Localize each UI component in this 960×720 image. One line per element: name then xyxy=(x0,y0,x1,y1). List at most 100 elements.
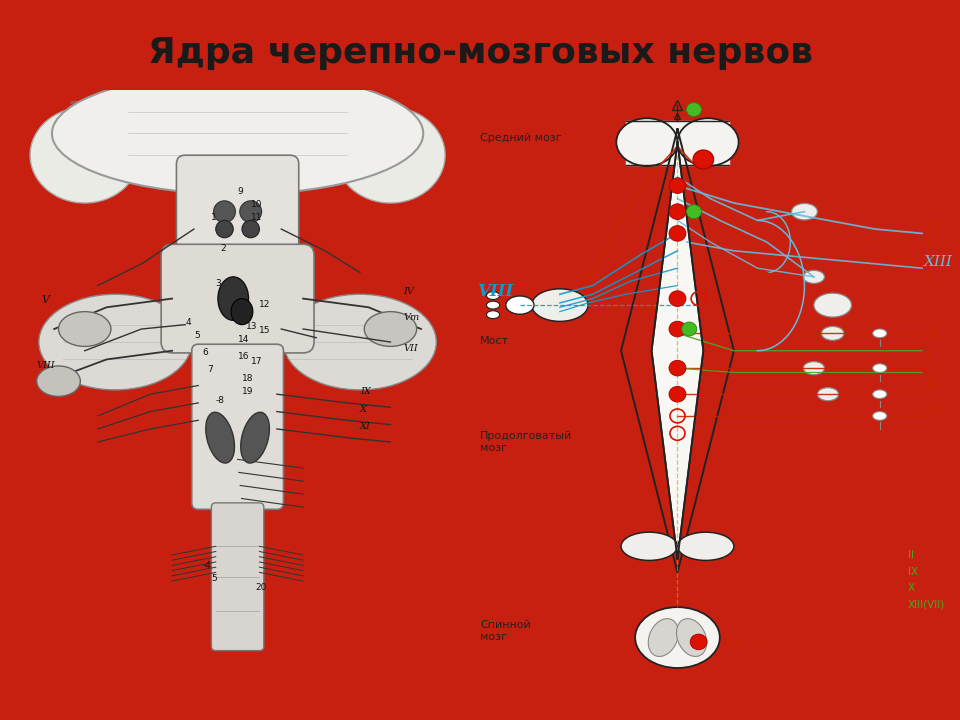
Text: VII: VII xyxy=(403,343,419,353)
Text: X: X xyxy=(924,352,935,366)
Text: 4: 4 xyxy=(185,318,191,327)
Text: V: V xyxy=(41,295,49,305)
Text: 7: 7 xyxy=(207,366,213,374)
Ellipse shape xyxy=(814,293,852,317)
Text: IX: IX xyxy=(908,567,918,577)
Text: VII: VII xyxy=(924,238,948,253)
Ellipse shape xyxy=(506,296,534,314)
Text: VIII: VIII xyxy=(477,284,514,300)
Text: V: V xyxy=(924,271,935,284)
Ellipse shape xyxy=(804,270,825,284)
Ellipse shape xyxy=(648,618,679,657)
Text: VIII: VIII xyxy=(36,361,56,370)
Circle shape xyxy=(682,322,697,336)
Circle shape xyxy=(669,225,686,241)
Text: X: X xyxy=(360,405,367,413)
Text: XIII: XIII xyxy=(924,255,953,269)
Text: X: X xyxy=(908,583,915,593)
Ellipse shape xyxy=(678,532,734,560)
Text: 6: 6 xyxy=(203,348,208,357)
Circle shape xyxy=(669,204,686,220)
Ellipse shape xyxy=(873,412,887,420)
Ellipse shape xyxy=(30,107,139,203)
Text: VI: VI xyxy=(924,222,942,236)
Text: 14: 14 xyxy=(238,335,249,344)
Ellipse shape xyxy=(336,107,445,203)
Ellipse shape xyxy=(621,532,678,560)
Text: 1: 1 xyxy=(211,213,217,222)
Ellipse shape xyxy=(242,220,259,238)
Ellipse shape xyxy=(213,201,235,222)
Text: Продолговатый
мозг: Продолговатый мозг xyxy=(480,431,572,453)
Text: 12: 12 xyxy=(259,300,271,310)
Circle shape xyxy=(690,634,708,649)
Text: 11: 11 xyxy=(251,213,262,222)
Ellipse shape xyxy=(216,220,233,238)
Text: IX: IX xyxy=(360,387,371,396)
Circle shape xyxy=(669,321,686,337)
Text: 15: 15 xyxy=(259,326,271,336)
FancyBboxPatch shape xyxy=(211,503,264,651)
Ellipse shape xyxy=(487,292,499,300)
Circle shape xyxy=(693,150,713,169)
Text: XI: XI xyxy=(360,422,371,431)
Text: -8: -8 xyxy=(216,396,225,405)
Circle shape xyxy=(669,291,686,307)
Ellipse shape xyxy=(804,361,825,374)
Text: -4: -4 xyxy=(203,561,211,570)
Ellipse shape xyxy=(616,118,678,166)
Ellipse shape xyxy=(218,277,249,320)
Text: Мост: Мост xyxy=(480,336,509,346)
Text: 3: 3 xyxy=(216,279,222,287)
Text: 18: 18 xyxy=(242,374,253,383)
Text: Ядра черепно-мозговых нервов: Ядра черепно-мозговых нервов xyxy=(148,36,812,70)
Text: XI: XI xyxy=(924,377,942,392)
Ellipse shape xyxy=(792,204,817,220)
Circle shape xyxy=(669,178,686,194)
Ellipse shape xyxy=(487,311,499,318)
Ellipse shape xyxy=(677,618,707,657)
Ellipse shape xyxy=(240,201,262,222)
Text: C1 - C6: C1 - C6 xyxy=(727,639,767,649)
Text: 17: 17 xyxy=(251,357,262,366)
Text: 9: 9 xyxy=(238,187,243,197)
Text: 2: 2 xyxy=(220,244,226,253)
Text: 13: 13 xyxy=(247,322,258,331)
Ellipse shape xyxy=(38,294,192,390)
Ellipse shape xyxy=(205,413,234,463)
Ellipse shape xyxy=(59,312,111,346)
Ellipse shape xyxy=(636,607,720,668)
Ellipse shape xyxy=(364,312,417,346)
Text: IX: IX xyxy=(924,326,942,341)
Text: IV: IV xyxy=(403,287,415,296)
Circle shape xyxy=(686,204,702,219)
Text: 16: 16 xyxy=(238,352,249,361)
Polygon shape xyxy=(652,142,704,559)
Ellipse shape xyxy=(241,413,270,463)
Ellipse shape xyxy=(36,366,81,397)
Text: III-XII: III-XII xyxy=(63,99,255,154)
FancyBboxPatch shape xyxy=(161,244,314,353)
Text: XII: XII xyxy=(924,402,948,416)
Ellipse shape xyxy=(231,299,252,325)
Text: Vm: Vm xyxy=(403,313,420,323)
Ellipse shape xyxy=(283,294,437,390)
Text: 5: 5 xyxy=(211,574,217,583)
Text: 5: 5 xyxy=(194,330,200,340)
FancyBboxPatch shape xyxy=(192,344,283,509)
Ellipse shape xyxy=(817,387,839,401)
Ellipse shape xyxy=(678,118,738,166)
Circle shape xyxy=(686,103,702,117)
Ellipse shape xyxy=(532,289,588,321)
Text: Спинной
мозг: Спинной мозг xyxy=(480,620,531,642)
Ellipse shape xyxy=(822,326,844,341)
FancyBboxPatch shape xyxy=(177,156,299,251)
Text: XIII(VII): XIII(VII) xyxy=(908,600,946,610)
Text: II: II xyxy=(908,550,914,560)
Text: III: III xyxy=(579,272,597,287)
Ellipse shape xyxy=(52,73,423,194)
Circle shape xyxy=(669,387,686,402)
Ellipse shape xyxy=(487,301,499,309)
Circle shape xyxy=(669,360,686,376)
Text: 19: 19 xyxy=(242,387,253,396)
